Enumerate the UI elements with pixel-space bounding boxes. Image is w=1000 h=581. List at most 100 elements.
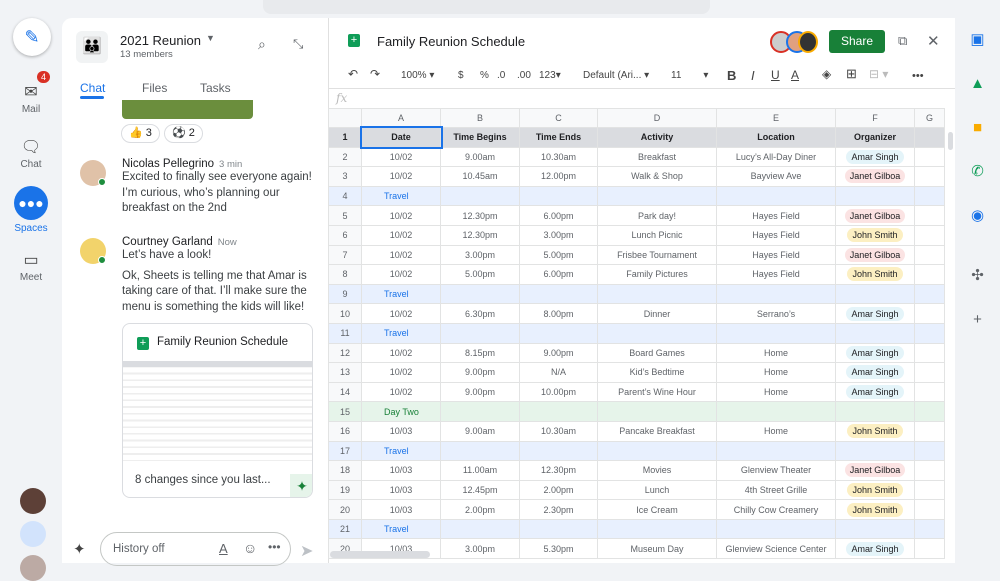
row-number[interactable]: 17 — [328, 440, 362, 462]
organizer-cell[interactable]: Janet Gilboa — [835, 166, 915, 187]
cell[interactable] — [914, 460, 945, 481]
bold-button[interactable]: B — [727, 68, 737, 83]
tasks-icon[interactable]: ◉ — [970, 207, 985, 224]
cell[interactable] — [440, 401, 520, 422]
cell[interactable]: N/A — [519, 362, 598, 383]
header-cell[interactable]: Location — [716, 127, 836, 148]
cell[interactable]: Home — [716, 381, 836, 403]
cell[interactable] — [835, 322, 915, 344]
cell[interactable] — [835, 440, 915, 462]
cell[interactable]: 9.00pm — [519, 342, 598, 364]
cell[interactable] — [914, 283, 945, 305]
cell[interactable]: 10/02 — [361, 224, 441, 246]
organizer-cell[interactable]: Janet Gilboa — [835, 244, 915, 266]
cell[interactable]: 10.30am — [519, 420, 598, 442]
header-cell[interactable]: Time Begins — [440, 127, 520, 148]
cell[interactable]: Hayes Field — [716, 244, 836, 266]
cell[interactable]: Dinner — [597, 303, 717, 324]
organizer-cell[interactable]: John Smith — [835, 420, 915, 442]
column-header[interactable]: E — [716, 108, 836, 128]
row-number[interactable]: 13 — [328, 362, 362, 383]
cell[interactable]: Home — [716, 342, 836, 364]
row-number[interactable]: 5 — [328, 205, 362, 226]
cell[interactable] — [716, 518, 836, 540]
cell[interactable] — [716, 185, 836, 207]
horizontal-scrollbar[interactable] — [330, 551, 430, 558]
organizer-cell[interactable]: John Smith — [835, 479, 915, 501]
more-icon[interactable]: ••• — [268, 540, 281, 554]
cell[interactable] — [440, 185, 520, 207]
cell[interactable]: 5.00pm — [519, 244, 598, 266]
font-select[interactable]: Default (Ari... ▾ — [583, 70, 650, 81]
cell[interactable]: Glenview Science Center — [716, 538, 836, 560]
cell[interactable]: Hayes Field — [716, 224, 836, 246]
organizer-cell[interactable]: Amar Singh — [835, 342, 915, 364]
cell[interactable]: Home — [716, 420, 836, 442]
cell[interactable] — [914, 185, 945, 207]
section-label[interactable]: Travel — [361, 322, 441, 344]
cell[interactable]: Parent’s Wine Hour — [597, 381, 717, 403]
row-number[interactable]: 7 — [328, 244, 362, 266]
cell[interactable] — [440, 283, 520, 305]
cell[interactable]: 6.00pm — [519, 205, 598, 226]
column-header[interactable]: B — [440, 108, 520, 128]
cell[interactable]: 10/02 — [361, 205, 441, 226]
person-chip[interactable]: John Smith — [847, 502, 903, 517]
cell[interactable] — [835, 401, 915, 422]
organizer-cell[interactable]: John Smith — [835, 264, 915, 285]
organizer-cell[interactable]: Amar Singh — [835, 146, 915, 168]
cell[interactable] — [914, 479, 945, 501]
cell[interactable]: Board Games — [597, 342, 717, 364]
cell[interactable] — [597, 283, 717, 305]
organizer-cell[interactable]: Amar Singh — [835, 538, 915, 560]
cell[interactable] — [519, 440, 598, 462]
cell[interactable]: 9.00am — [440, 146, 520, 168]
person-chip[interactable]: Janet Gilboa — [844, 247, 906, 262]
row-number[interactable]: 3 — [328, 166, 362, 187]
section-label[interactable]: Travel — [361, 440, 441, 462]
cell[interactable] — [914, 499, 945, 520]
cell[interactable] — [597, 518, 717, 540]
cell[interactable]: 5.30pm — [519, 538, 598, 560]
cell[interactable] — [914, 303, 945, 324]
cell[interactable] — [914, 205, 945, 226]
open-external-icon[interactable]: ⧉ — [898, 33, 908, 48]
row-number[interactable]: 12 — [328, 342, 362, 364]
decrease-decimal-button[interactable]: .0 — [497, 70, 506, 81]
cell[interactable]: Serrano’s — [716, 303, 836, 324]
cell[interactable]: 10/02 — [361, 146, 441, 168]
cell[interactable] — [914, 518, 945, 540]
increase-decimal-button[interactable]: .00 — [517, 70, 531, 81]
cell[interactable]: Lunch — [597, 479, 717, 501]
cell[interactable]: Breakfast — [597, 146, 717, 168]
cell[interactable]: 10/02 — [361, 381, 441, 403]
drive-icon[interactable]: ▲ — [970, 75, 985, 92]
font-size-select[interactable]: 11 ▾ — [671, 70, 709, 81]
organizer-cell[interactable]: John Smith — [835, 499, 915, 520]
addons-icon[interactable]: ✣ — [971, 267, 984, 284]
cell[interactable]: 6.30pm — [440, 303, 520, 324]
add-icon[interactable]: + — [973, 311, 982, 328]
row-number[interactable]: 10 — [328, 303, 362, 324]
cell[interactable] — [440, 440, 520, 462]
row-number[interactable]: 16 — [328, 420, 362, 442]
cell[interactable] — [519, 518, 598, 540]
cell[interactable] — [914, 440, 945, 462]
zoom-select[interactable]: 100% ▾ — [401, 70, 435, 81]
sparkle-icon[interactable]: ✦ — [290, 474, 312, 497]
cell[interactable] — [835, 283, 915, 305]
person-chip[interactable]: Amar Singh — [846, 306, 904, 321]
row-number[interactable]: 19 — [328, 479, 362, 501]
column-header[interactable]: D — [597, 108, 717, 128]
text-color-button[interactable]: A — [791, 68, 800, 82]
cell[interactable]: 9.00pm — [440, 381, 520, 403]
cell[interactable]: 10.00pm — [519, 381, 598, 403]
cell[interactable]: 10/03 — [361, 460, 441, 481]
collapse-icon[interactable]: ⤡ — [293, 36, 304, 51]
cell[interactable]: Bayview Ave — [716, 166, 836, 187]
reaction-thumbs[interactable]: 👍 3 — [121, 124, 160, 143]
person-chip[interactable]: John Smith — [847, 228, 903, 243]
cell[interactable]: 12.00pm — [519, 166, 598, 187]
cell[interactable]: Hayes Field — [716, 205, 836, 226]
cell[interactable]: Lunch Picnic — [597, 224, 717, 246]
